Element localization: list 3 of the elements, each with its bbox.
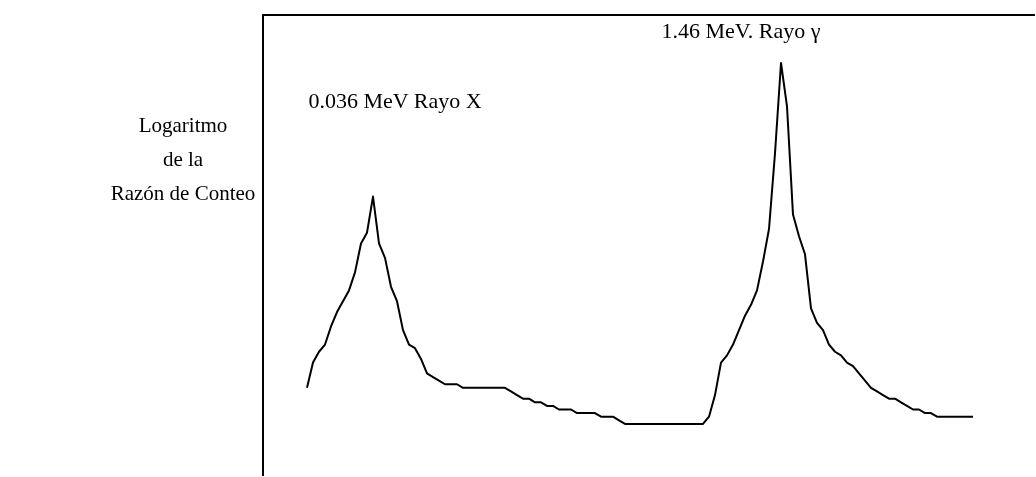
- y-axis-title: Logaritmo de la Razón de Conteo: [109, 112, 257, 207]
- text: 1.46 MeV. Rayo γ: [661, 18, 821, 43]
- annotation: 0.036 MeV Rayo X: [308, 88, 482, 113]
